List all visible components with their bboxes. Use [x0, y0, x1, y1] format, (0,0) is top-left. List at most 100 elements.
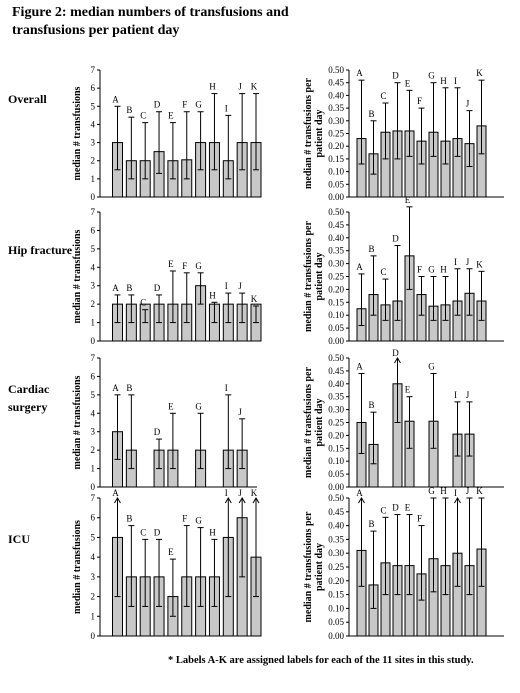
y-tick-label: 0.45 — [328, 366, 344, 376]
site-label-h: H — [440, 76, 447, 86]
y-tick-label: 0.10 — [328, 310, 344, 320]
site-label-b: B — [126, 105, 132, 115]
y-tick-label: 0.35 — [328, 103, 344, 113]
site-label-d: D — [392, 71, 399, 81]
y-tick-label: 0.30 — [328, 259, 344, 269]
site-label-g: G — [195, 261, 202, 271]
site-label-e: E — [405, 195, 411, 205]
y-tick-label: 0.50 — [328, 353, 344, 363]
y-tick-label: 4 — [91, 408, 96, 418]
site-label-d: D — [154, 527, 161, 537]
site-label-a: A — [112, 94, 119, 104]
site-label-a: A — [356, 361, 363, 371]
chart-overall-per-day: 0.00 0.05 0.10 0.15 0.20 0.25 0.30 0.35 0.40 0.45… — [303, 65, 504, 202]
y-tick-label: 0.25 — [328, 272, 344, 282]
y-tick-label: 0.25 — [328, 562, 344, 572]
y-tick-label: 5 — [91, 390, 96, 400]
row-label-overall: Overall — [8, 92, 47, 106]
site-label-c: C — [140, 527, 146, 537]
y-tick-label: 7 — [91, 65, 96, 75]
site-label-i: I — [454, 76, 457, 86]
site-label-k: K — [251, 82, 258, 92]
y-tick-label: 7 — [91, 493, 96, 503]
y-axis-label: median # transfusions per — [303, 367, 314, 478]
y-axis-label: patient day — [314, 252, 325, 300]
y-tick-label: 0.20 — [328, 576, 344, 586]
y-tick-label: 0.05 — [328, 323, 344, 333]
y-tick-label: 0.25 — [328, 129, 344, 139]
site-label-c: C — [380, 91, 386, 101]
y-tick-label: 0.20 — [328, 141, 344, 151]
site-label-d: D — [392, 348, 399, 358]
y-tick-label: 0.30 — [328, 548, 344, 558]
site-label-k: K — [476, 68, 483, 78]
chart-icu-count: 0 1 2 3 4 5 6 7 median # transfusions A BC DE F GH I J K — [72, 488, 262, 641]
site-label-g: G — [195, 516, 202, 526]
y-tick-label: 0.30 — [328, 116, 344, 126]
y-tick-label: 0.40 — [328, 233, 344, 243]
site-label-h: H — [440, 486, 447, 496]
y-tick-label: 1 — [91, 464, 96, 474]
y-tick-label: 0.05 — [328, 469, 344, 479]
site-label-j: J — [466, 390, 470, 400]
chart-hip-fracture-per-day: 0.00 0.05 0.10 0.15 0.20 0.25 0.30 0.35 0.40 0.45… — [303, 195, 504, 346]
site-label-g: G — [428, 486, 435, 496]
site-label-j: J — [238, 281, 242, 291]
site-label-j: J — [238, 82, 242, 92]
site-label-f: F — [182, 261, 187, 271]
arrow-up-icon — [358, 497, 365, 504]
site-label-h: H — [209, 527, 216, 537]
site-label-i: I — [225, 103, 228, 113]
site-label-i: I — [454, 257, 457, 267]
y-axis-label: median # transfusions — [72, 229, 83, 323]
y-tick-label: 3 — [91, 427, 96, 437]
y-tick-label: 2 — [91, 156, 96, 166]
site-label-e: E — [405, 385, 411, 395]
site-label-c: C — [380, 267, 386, 277]
y-tick-label: 0.15 — [328, 297, 344, 307]
y-tick-label: 7 — [91, 353, 96, 363]
y-tick-label: 0.10 — [328, 456, 344, 466]
y-axis-label: median # transfusions — [72, 86, 83, 180]
site-label-i: I — [225, 488, 228, 498]
site-label-b: B — [368, 109, 374, 119]
y-axis-label: patient day — [314, 398, 325, 446]
site-label-k: K — [476, 486, 483, 496]
y-tick-label: 0.40 — [328, 521, 344, 531]
y-tick-label: 0.30 — [328, 405, 344, 415]
y-axis-label: median # transfusions — [72, 520, 83, 614]
y-tick-label: 0.50 — [328, 65, 344, 75]
site-label-e: E — [168, 259, 174, 269]
row-label-icu: ICU — [8, 532, 30, 546]
site-label-a: A — [356, 68, 363, 78]
y-tick-label: 0.25 — [328, 418, 344, 428]
y-tick-label: 5 — [91, 244, 96, 254]
y-tick-label: 6 — [91, 83, 96, 93]
y-tick-label: 0.00 — [328, 192, 344, 202]
arrow-up-icon — [224, 497, 232, 504]
y-tick-label: 0.20 — [328, 284, 344, 294]
y-axis-label: median # transfusions per — [303, 221, 314, 332]
site-label-e: E — [168, 401, 174, 411]
site-label-f: F — [417, 265, 422, 275]
site-label-a: A — [112, 283, 119, 293]
y-tick-label: 5 — [91, 532, 96, 542]
site-label-k: K — [251, 488, 258, 498]
site-label-h: H — [440, 265, 447, 275]
site-label-c: C — [380, 505, 386, 515]
y-tick-label: 0.45 — [328, 220, 344, 230]
y-tick-label: 0.15 — [328, 154, 344, 164]
y-tick-label: 0 — [91, 631, 96, 641]
arrow-up-icon — [114, 497, 121, 504]
site-label-b: B — [126, 283, 132, 293]
y-tick-label: 6 — [91, 225, 96, 235]
site-label-b: B — [368, 519, 374, 529]
row-label-hip-fracture: Hip fracture — [8, 243, 73, 257]
site-label-g: G — [428, 265, 435, 275]
site-label-i: I — [454, 488, 457, 498]
site-label-i: I — [225, 383, 228, 393]
site-label-j: J — [466, 257, 470, 267]
site-label-f: F — [182, 100, 187, 110]
y-tick-label: 1 — [91, 174, 96, 184]
